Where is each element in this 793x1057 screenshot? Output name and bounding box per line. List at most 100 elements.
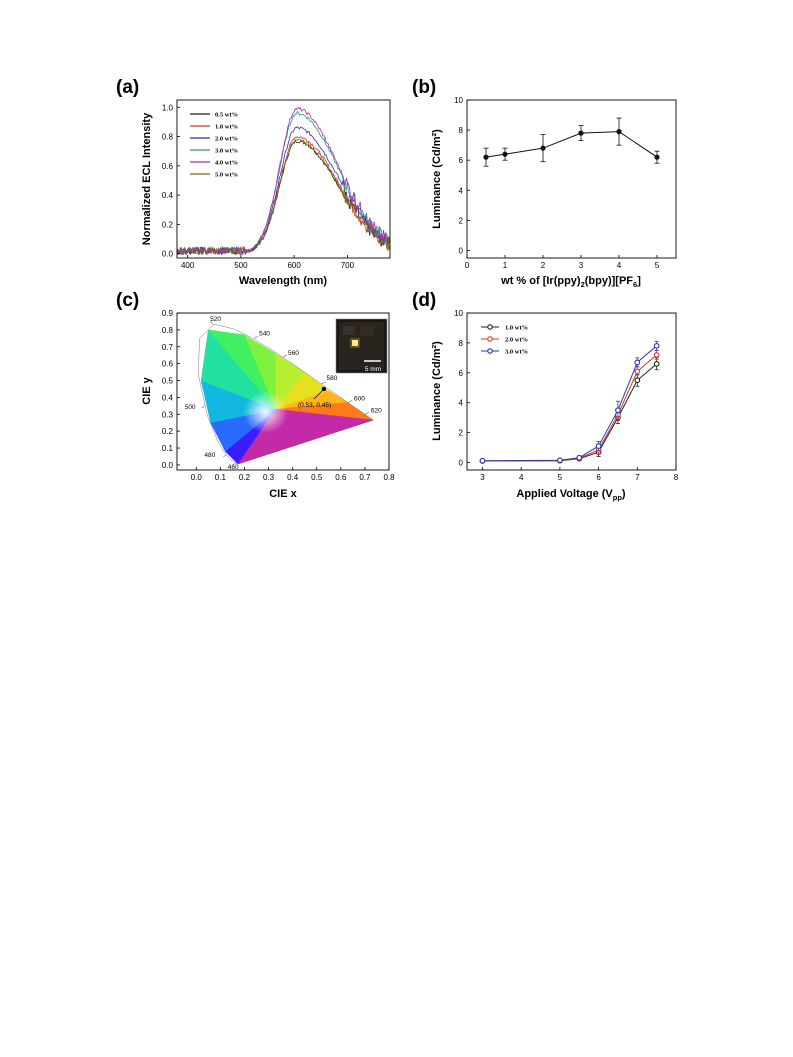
- ecl-series-line: [177, 138, 390, 256]
- wavelength-label: 480: [204, 452, 215, 459]
- chart-a-curves: [177, 106, 390, 256]
- y-tick-label: 0.0: [162, 461, 174, 470]
- wavelength-tick: [232, 462, 236, 466]
- y-tick-label: 0.2: [162, 427, 174, 436]
- chart-b-xlabel: wt % of [Ir(ppy)2(bpy)][PF6]: [500, 275, 641, 289]
- x-tick-label: 8: [674, 473, 679, 482]
- legend-marker: [487, 324, 493, 330]
- series-line: [482, 345, 657, 462]
- x-tick-label: 2: [541, 261, 546, 270]
- wavelength-label: 540: [259, 330, 270, 337]
- wavelength-label: 600: [354, 395, 365, 402]
- data-point: [479, 457, 486, 464]
- ecl-series-line: [177, 136, 390, 256]
- y-tick-label: 0.6: [162, 360, 174, 369]
- panel-label-d: (d): [412, 290, 436, 311]
- x-tick-label: 3: [579, 261, 584, 270]
- cie-point-label: (0.53, 0.45): [298, 402, 331, 409]
- x-tick-label: 1: [503, 261, 508, 270]
- wavelength-tick: [223, 454, 227, 458]
- data-point: [653, 352, 660, 358]
- x-tick-label: 500: [234, 261, 248, 270]
- luminance-line: [485, 131, 658, 158]
- x-tick-label: 0.6: [335, 473, 347, 482]
- data-point: [616, 129, 622, 135]
- chart-a-ticks: 400 500 600 700 0.0 0.2 0.4 0.6 0.8 1.0: [162, 103, 355, 270]
- wavelength-label: 620: [371, 407, 382, 414]
- y-tick-label: 0: [459, 459, 464, 468]
- legend-marker: [487, 336, 493, 342]
- inset-scale-label: 5 mm: [365, 366, 381, 373]
- y-tick-label: 1.0: [162, 103, 174, 112]
- chart-c-xlabel: CIE x: [269, 488, 297, 500]
- y-tick-label: 10: [454, 309, 463, 318]
- wavelength-label: 500: [185, 404, 196, 411]
- y-tick-label: 8: [459, 126, 464, 135]
- y-tick-label: 0: [459, 246, 464, 255]
- data-point: [576, 454, 583, 461]
- x-tick-label: 0.0: [191, 473, 203, 482]
- x-tick-label: 0.4: [287, 473, 299, 482]
- data-point: [653, 360, 660, 367]
- chart-d: 3 4 5 6 7 8 0 2 4 6 8 10 1.0 wt% 2.0 wt% 3.0 wt% Appl…: [431, 309, 679, 502]
- chart-c-frame: [176, 312, 390, 471]
- y-tick-label: 0.4: [162, 393, 174, 402]
- chart-d-legend: 1.0 wt% 2.0 wt% 3.0 wt%: [481, 324, 528, 356]
- chart-c: 0.0 0.1 0.2 0.3 0.4 0.5 0.6 0.7 0.8 0.0 0.1 0.2 0.3 0…: [141, 309, 395, 500]
- y-tick-label: 8: [459, 339, 464, 348]
- y-tick-label: 0.2: [162, 220, 174, 229]
- wavelength-tick: [282, 354, 288, 358]
- emitting-pixel: [352, 340, 358, 346]
- panel-label-c: (c): [116, 290, 139, 311]
- legend-marker: [487, 348, 493, 354]
- chart-d-ticks: 3 4 5 6 7 8 0 2 4 6 8 10: [454, 309, 679, 482]
- legend-label: 3.0 wt%: [505, 349, 528, 356]
- legend-label: 3.0 wt%: [215, 148, 238, 155]
- y-tick-label: 10: [454, 96, 463, 105]
- x-tick-label: 0.3: [263, 473, 275, 482]
- legend-label: 2.0 wt%: [505, 337, 528, 344]
- panel-label-b: (b): [412, 77, 436, 98]
- cie-point: [321, 386, 327, 392]
- x-tick-label: 700: [341, 261, 355, 270]
- chart-d-ylabel: Luminance (Cd/m²): [431, 341, 443, 441]
- x-tick-label: 3: [480, 473, 485, 482]
- y-tick-label: 0.5: [162, 377, 174, 386]
- wavelength-tick: [201, 405, 205, 409]
- chart-d-data: [479, 341, 660, 464]
- y-tick-label: 0.8: [162, 133, 174, 142]
- y-tick-label: 6: [459, 156, 464, 165]
- chart-b-data: [483, 117, 660, 167]
- y-tick-label: 0.8: [162, 326, 174, 335]
- chart-b-frame: [466, 99, 677, 259]
- y-tick-label: 4: [459, 186, 464, 195]
- legend-label: 5.0 wt%: [215, 172, 238, 179]
- ecl-series-line: [177, 106, 390, 256]
- data-point: [595, 443, 602, 449]
- x-tick-label: 600: [287, 261, 301, 270]
- data-point: [634, 359, 641, 366]
- x-tick-label: 0: [465, 261, 470, 270]
- x-tick-label: 0.1: [215, 473, 227, 482]
- point-arrow: [313, 389, 324, 400]
- wavelength-tick: [321, 381, 326, 385]
- data-point: [653, 343, 660, 349]
- chart-d-xlabel: Applied Voltage (Vpp): [516, 488, 626, 502]
- wavelength-tick: [253, 336, 259, 339]
- x-tick-label: 6: [596, 473, 601, 482]
- legend-label: 1.0 wt%: [505, 325, 528, 332]
- data-point: [540, 145, 546, 151]
- y-tick-label: 0.7: [162, 343, 174, 352]
- wavelength-label: 580: [327, 375, 338, 382]
- x-tick-label: 4: [519, 473, 524, 482]
- y-tick-label: 6: [459, 369, 464, 378]
- x-tick-label: 0.2: [239, 473, 251, 482]
- chart-a-ylabel: Normalized ECL Intensity: [141, 112, 153, 245]
- y-tick-label: 0.0: [162, 250, 174, 259]
- chart-a: 400 500 600 700 0.0 0.2 0.4 0.6 0.8 1.0 0.5 wt% 1.…: [141, 99, 391, 287]
- panel-label-a: (a): [116, 77, 139, 98]
- data-point: [654, 154, 660, 160]
- cie-wavelength-labels: 460 480 500 520 540 560 580 600 620: [185, 316, 382, 471]
- y-tick-label: 0.1: [162, 444, 174, 453]
- data-point: [502, 151, 508, 157]
